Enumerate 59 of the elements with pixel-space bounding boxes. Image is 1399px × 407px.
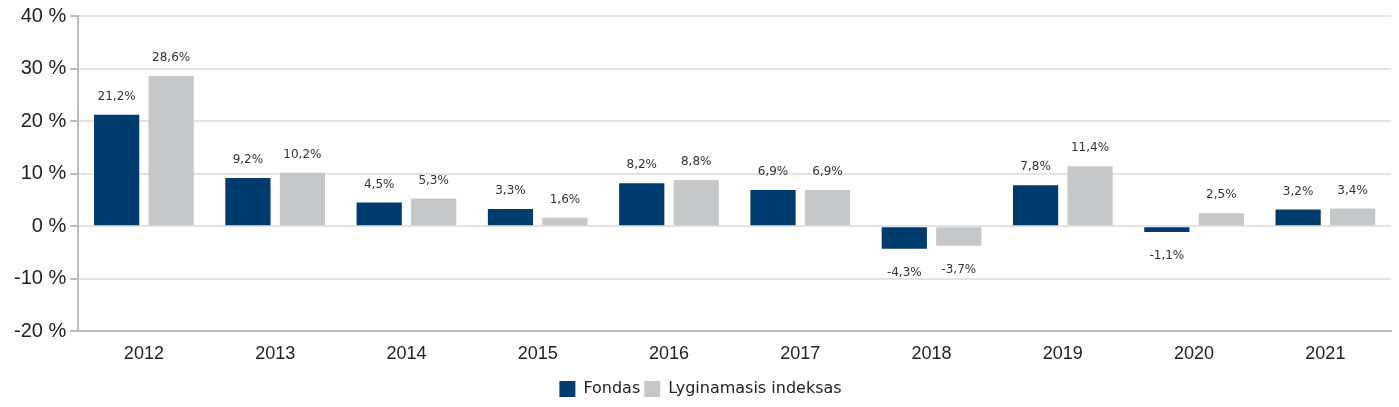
x-tick-label: 2012	[123, 343, 164, 364]
y-tick-label: 10 %	[20, 161, 67, 184]
y-tick-label: 0 %	[31, 213, 67, 236]
bar	[1198, 213, 1244, 226]
data-label: -3,7%	[941, 261, 977, 276]
bar	[673, 180, 719, 226]
bar	[804, 190, 851, 226]
data-label: 9,2%	[232, 152, 264, 167]
data-label: 3,3%	[495, 183, 526, 198]
bar	[881, 227, 927, 249]
bar	[1144, 227, 1190, 233]
data-label: 5,3%	[418, 172, 449, 187]
x-tick-label: 2014	[386, 343, 427, 364]
data-label: 28,6%	[152, 50, 191, 65]
bar	[750, 190, 796, 226]
y-tick-label: 40 %	[20, 3, 67, 26]
bar	[1329, 208, 1376, 226]
data-label: 7,8%	[1020, 159, 1051, 174]
bar	[94, 114, 140, 226]
x-tick-label: 2016	[648, 343, 690, 364]
data-label: 3,2%	[1282, 183, 1314, 198]
data-label: 10,2%	[283, 146, 322, 161]
data-label: 6,9%	[812, 164, 843, 179]
data-label: 6,9%	[757, 164, 789, 179]
x-tick-label: 2020	[1174, 343, 1215, 364]
bar	[411, 198, 457, 226]
bar	[1067, 166, 1113, 226]
y-tick-label: -10 %	[14, 266, 67, 289]
x-tick-label: 2019	[1042, 343, 1083, 364]
x-tick-label: 2017	[780, 343, 821, 364]
x-tick-label: 2013	[255, 343, 296, 364]
bar	[148, 75, 194, 226]
data-label: 2,5%	[1206, 187, 1237, 202]
data-label: 8,2%	[626, 157, 657, 172]
data-label: 3,4%	[1337, 182, 1368, 197]
x-tick-label: 2015	[517, 343, 558, 364]
y-tick-label: 20 %	[20, 108, 67, 131]
data-label: -4,3%	[886, 265, 922, 279]
bar	[1012, 185, 1059, 226]
bar	[619, 183, 665, 226]
legend-label: Lyginamasis indeksas	[668, 378, 842, 398]
bar	[225, 177, 271, 226]
legend-label: Fondas	[583, 378, 641, 398]
x-tick-label: 2021	[1305, 343, 1346, 364]
y-tick-label: 30 %	[20, 56, 67, 79]
data-label: 11,4%	[1070, 140, 1110, 155]
bar	[1275, 209, 1321, 226]
data-label: -1,1%	[1149, 248, 1185, 263]
bar	[279, 172, 326, 226]
bar	[936, 227, 982, 246]
bar	[542, 217, 588, 226]
data-label: 1,6%	[549, 191, 581, 206]
data-label: 21,2%	[97, 88, 136, 103]
bar	[487, 208, 534, 226]
x-tick-label: 2018	[911, 343, 952, 364]
y-tick-label: -20 %	[14, 318, 67, 341]
data-label: 8,8%	[680, 154, 712, 169]
data-label: 4,5%	[363, 176, 395, 191]
bar	[356, 202, 402, 226]
